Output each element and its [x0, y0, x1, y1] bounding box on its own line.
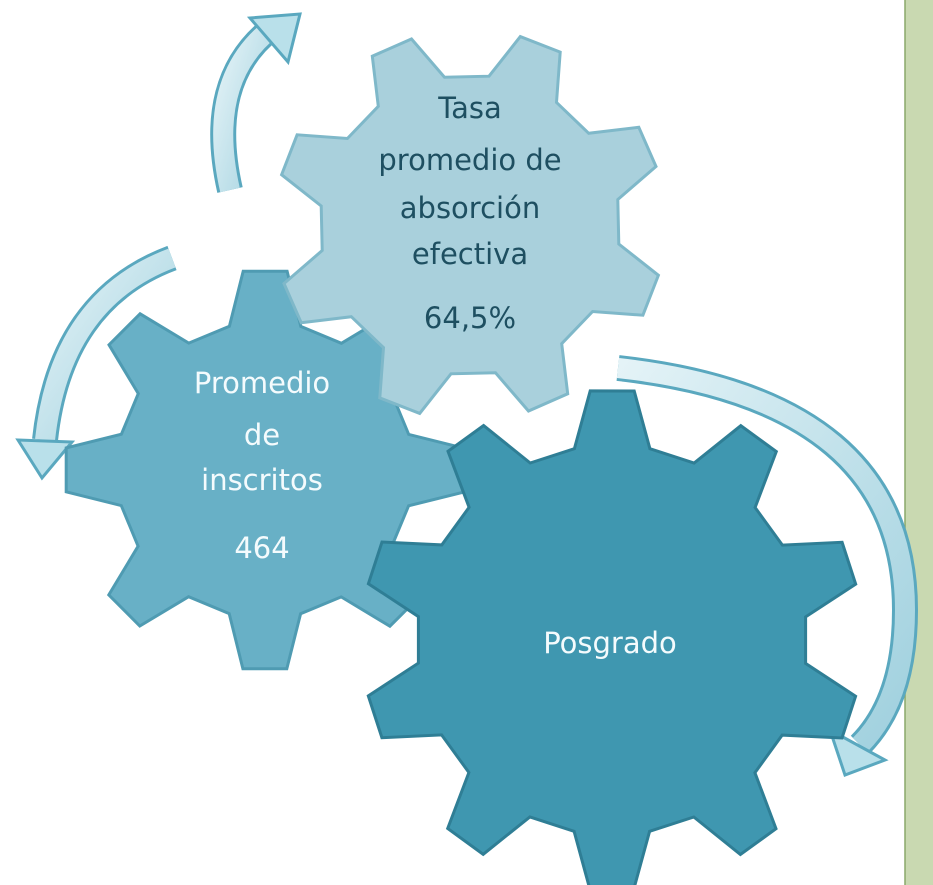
gear-label: promedio de — [378, 143, 561, 177]
diagram: Tasa promedio de absorción efectiva 64,5% Pro… — [0, 0, 933, 885]
gear-label: inscritos — [201, 463, 323, 497]
gear-label: absorción — [400, 191, 540, 225]
side-panel — [905, 0, 933, 885]
gear-label: Promedio — [194, 366, 330, 400]
gear-value: 64,5% — [424, 301, 516, 335]
arrow-head — [18, 440, 72, 478]
gear-label: Posgrado — [543, 626, 677, 660]
gear-label: efectiva — [412, 237, 528, 271]
gear-label: de — [244, 418, 280, 452]
page: Tasa promedio de absorción efectiva 64,5% Pro… — [0, 0, 933, 885]
gear-label: Tasa — [437, 91, 502, 125]
gear-value: 464 — [234, 531, 289, 565]
